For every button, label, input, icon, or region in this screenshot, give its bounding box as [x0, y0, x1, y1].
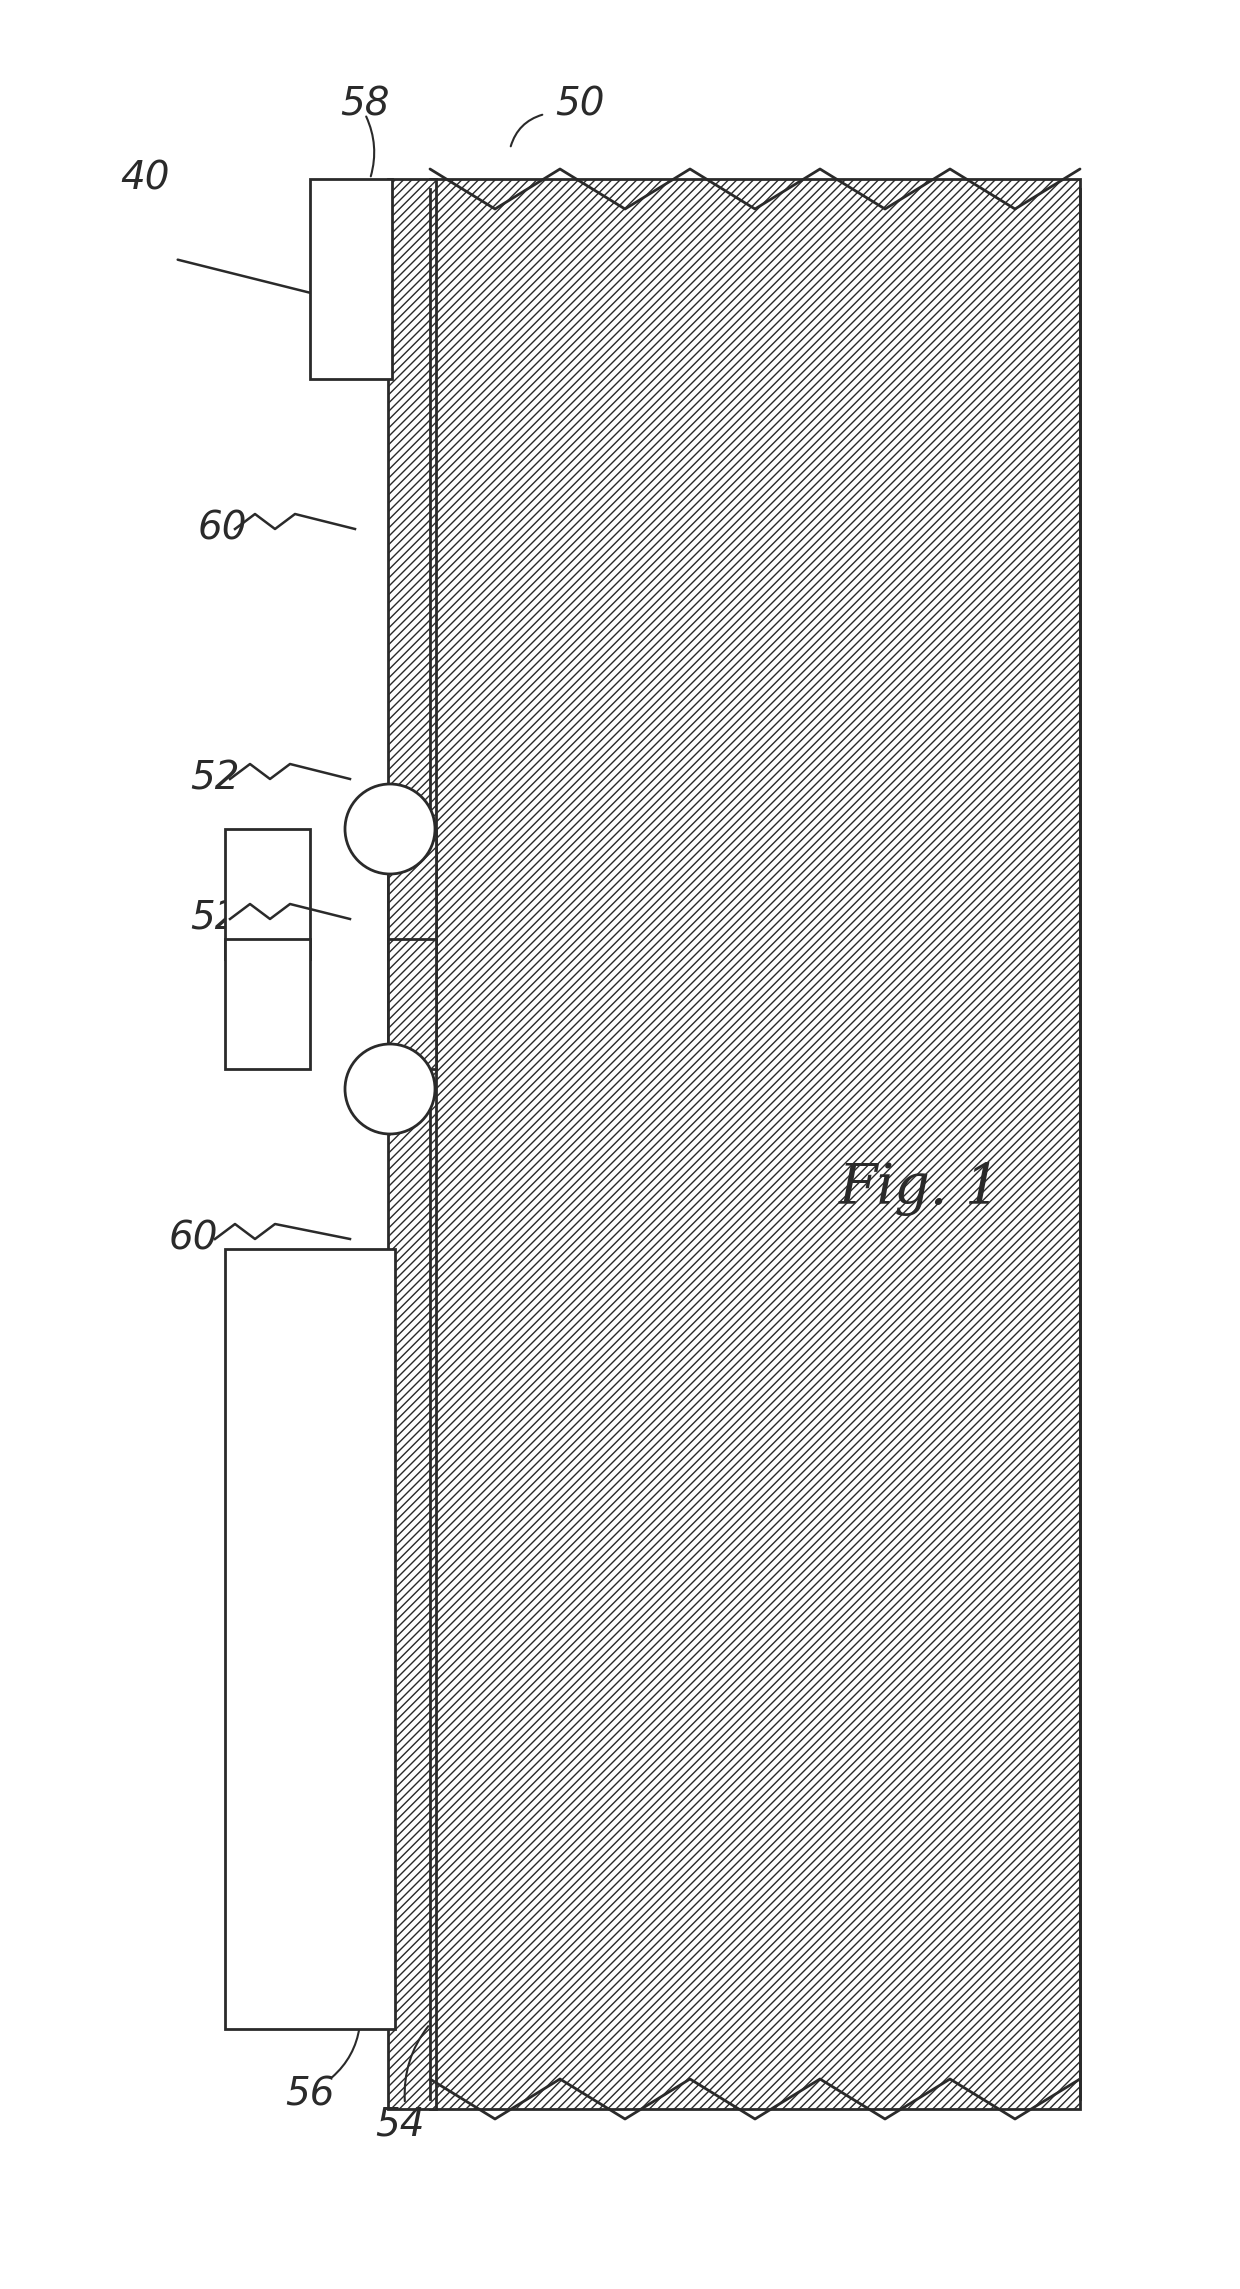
Text: 60: 60: [169, 1220, 218, 1259]
Text: 50: 50: [556, 85, 605, 124]
Text: Fig. 1: Fig. 1: [839, 1161, 1001, 1215]
Text: 52: 52: [190, 900, 239, 938]
Bar: [388, 938, 436, 1069]
Text: 52: 52: [190, 760, 239, 799]
Bar: [224, 1250, 396, 2028]
Bar: [224, 938, 310, 1069]
Bar: [388, 829, 436, 959]
Text: 40: 40: [120, 160, 170, 199]
Bar: [430, 179, 1080, 2108]
Text: 60: 60: [197, 510, 247, 547]
Text: 58: 58: [340, 85, 389, 124]
Text: 56: 56: [285, 2076, 335, 2113]
Bar: [310, 179, 392, 380]
Bar: [388, 179, 436, 2108]
Text: 54: 54: [376, 2106, 425, 2143]
Bar: [224, 829, 310, 959]
Circle shape: [345, 785, 435, 874]
Circle shape: [345, 1044, 435, 1133]
